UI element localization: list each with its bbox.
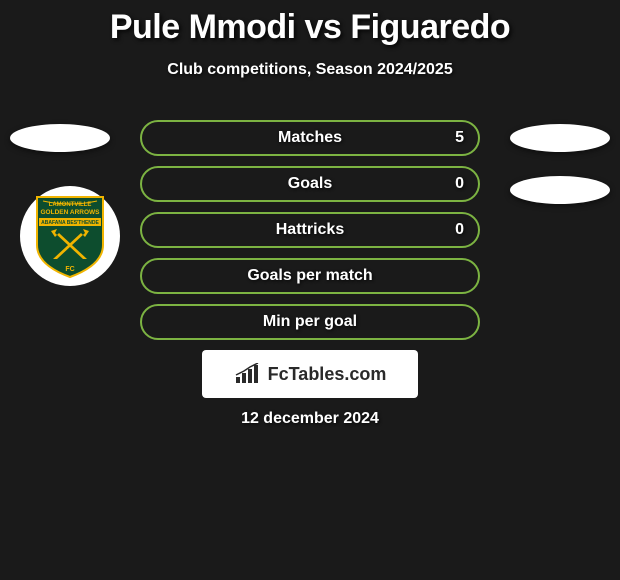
player-left-avatar <box>10 124 110 152</box>
stat-label: Hattricks <box>276 221 344 239</box>
svg-text:FC: FC <box>65 266 74 273</box>
shield-icon: LAMONTVILLE GOLDEN ARROWS ABAFANA BES'TH… <box>33 193 107 279</box>
stats-table: Matches 5 Goals 0 Hattricks 0 Goals per … <box>140 120 480 350</box>
stat-row-matches: Matches 5 <box>140 120 480 156</box>
player-right-club-avatar <box>510 176 610 204</box>
date-label: 12 december 2024 <box>0 410 620 428</box>
subtitle: Club competitions, Season 2024/2025 <box>0 61 620 79</box>
svg-text:GOLDEN ARROWS: GOLDEN ARROWS <box>41 209 101 216</box>
stat-row-min-per-goal: Min per goal <box>140 304 480 340</box>
stat-row-goals-per-match: Goals per match <box>140 258 480 294</box>
club-badge-left: LAMONTVILLE GOLDEN ARROWS ABAFANA BES'TH… <box>20 186 120 286</box>
stat-row-goals: Goals 0 <box>140 166 480 202</box>
page-title: Pule Mmodi vs Figuaredo <box>0 0 620 47</box>
stat-label: Matches <box>278 129 342 147</box>
branding-badge[interactable]: FcTables.com <box>202 350 418 398</box>
player-right-avatar <box>510 124 610 152</box>
stat-value-right: 0 <box>455 175 464 193</box>
stat-label: Min per goal <box>263 313 357 331</box>
bar-chart-icon <box>234 363 262 385</box>
stat-row-hattricks: Hattricks 0 <box>140 212 480 248</box>
svg-text:ABAFANA BES'THENDE: ABAFANA BES'THENDE <box>41 220 99 226</box>
stat-label: Goals <box>288 175 332 193</box>
svg-text:LAMONTVILLE: LAMONTVILLE <box>49 202 92 208</box>
stat-value-right: 5 <box>455 129 464 147</box>
stat-value-right: 0 <box>455 221 464 239</box>
branding-text: FcTables.com <box>268 364 387 385</box>
stat-label: Goals per match <box>247 267 372 285</box>
